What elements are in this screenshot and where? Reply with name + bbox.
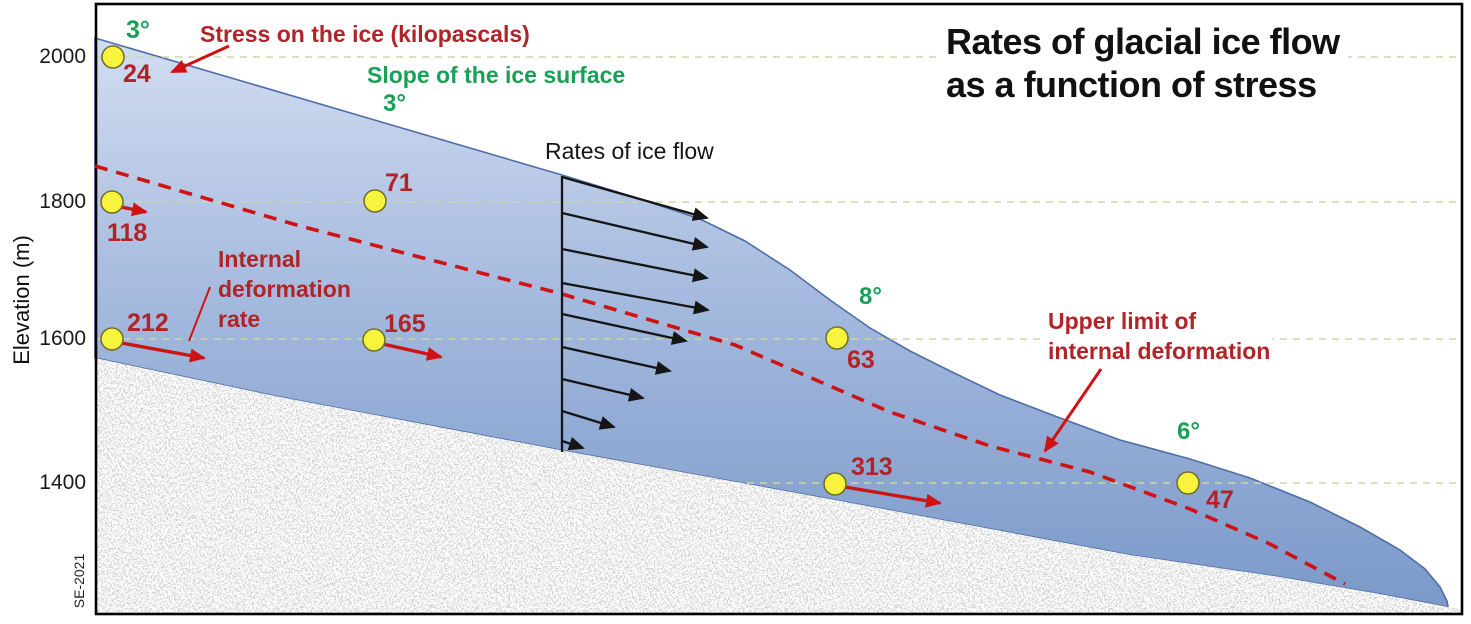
slope-marker-3: 8°	[859, 283, 882, 310]
flow-profile	[560, 175, 710, 452]
stress-dot-313	[823, 472, 847, 496]
stress-label-leader-arrow	[170, 44, 230, 74]
slope-surface-label: Slope of the ice surface	[367, 62, 626, 88]
figure-title-line1: Rates of glacial ice flow	[938, 20, 1348, 64]
stress-value-71: 71	[385, 169, 413, 197]
flow-arrow	[561, 281, 710, 315]
y-tick-1600: 1600	[39, 327, 86, 350]
plot-frame	[94, 2, 1464, 616]
stress-value-165: 165	[384, 310, 426, 338]
deformation-arrow-165	[377, 341, 443, 361]
flow-arrow	[561, 312, 688, 345]
stress-dots	[100, 45, 1200, 496]
stress-value-47: 47	[1206, 486, 1234, 514]
stress-dot-71	[363, 189, 387, 213]
stress-dot-212	[100, 327, 124, 351]
flow-arrow	[561, 247, 709, 283]
stress-value-212: 212	[127, 309, 169, 337]
internal-deformation-limit-line	[94, 164, 1346, 586]
stress-dot-118	[100, 190, 124, 214]
flow-arrows	[561, 175, 710, 451]
deformation-arrow-212	[115, 340, 206, 363]
stress-value-24: 24	[123, 60, 151, 88]
upper-limit-leader-arrow	[1043, 368, 1103, 453]
deformation-arrow-313	[838, 484, 942, 508]
stress-dot-24	[101, 45, 125, 69]
flow-arrow	[561, 409, 616, 430]
flow-arrow	[561, 377, 645, 402]
stress-dot-47	[1176, 471, 1200, 495]
internal-deformation-label-line2: deformation	[218, 276, 351, 302]
stress-dot-165	[362, 328, 386, 352]
stress-value-313: 313	[851, 453, 893, 481]
deformation-rate-arrows	[115, 202, 942, 508]
slope-marker-2: 3°	[383, 90, 406, 117]
upper-limit-label-line2: internal deformation	[1046, 338, 1273, 365]
internal-deformation-label-line1: Internal	[218, 246, 302, 272]
internal-deformation-label-line3: rate	[218, 306, 261, 332]
internal-rate-leader-line	[188, 286, 211, 342]
flow-rate-label: Rates of ice flow	[545, 138, 714, 164]
stress-value-63: 63	[847, 346, 875, 374]
stress-value-118: 118	[107, 219, 148, 247]
slope-marker-4: 6°	[1177, 418, 1200, 445]
y-tick-1800: 1800	[39, 190, 86, 213]
upper-limit-label-line1: Upper limit of	[1046, 308, 1199, 335]
y-tick-1400: 1400	[39, 471, 86, 494]
stress-dot-63	[825, 326, 849, 350]
flow-arrow	[561, 211, 709, 251]
y-tick-2000: 2000	[39, 45, 86, 68]
flow-arrow	[561, 436, 585, 451]
credit-text: SE-2021	[71, 553, 87, 609]
flow-arrow	[561, 345, 672, 375]
stress-annotation-label: Stress on the ice (kilopascals)	[200, 21, 530, 47]
flow-arrow	[561, 175, 709, 221]
bedrock	[95, 358, 1462, 614]
slope-marker-1: 3°	[126, 16, 150, 44]
figure-title-line2: as a function of stress	[938, 63, 1325, 107]
